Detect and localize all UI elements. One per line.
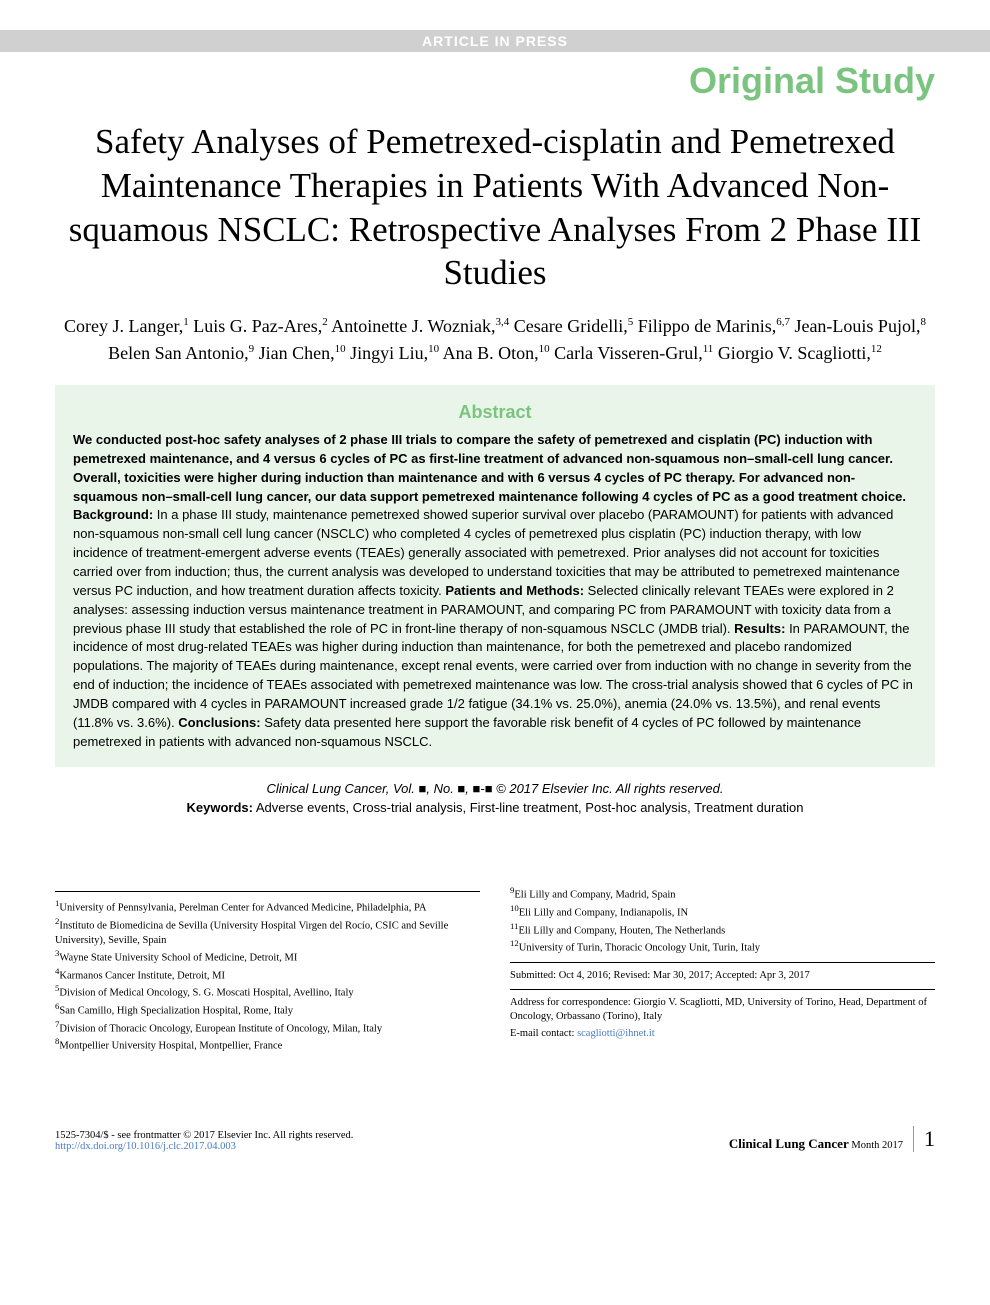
methods-label: Patients and Methods:	[445, 583, 584, 598]
page-footer: 1525-7304/$ - see frontmatter © 2017 Els…	[55, 1126, 935, 1152]
article-in-press-banner: ARTICLE IN PRESS	[0, 30, 990, 52]
page-number: 1	[913, 1126, 935, 1152]
affiliation: 11Eli Lilly and Company, Houten, The Net…	[510, 921, 935, 939]
abstract-heading: Abstract	[73, 399, 917, 425]
affiliation: 6San Camillo, High Specialization Hospit…	[55, 1001, 480, 1019]
affiliation: 3Wayne State University School of Medici…	[55, 948, 480, 966]
author: Cesare Gridelli,5	[514, 316, 633, 336]
results-label: Results:	[734, 621, 785, 636]
affiliation: 8Montpellier University Hospital, Montpe…	[55, 1036, 480, 1054]
affiliations-left-column: 1University of Pennsylvania, Perelman Ce…	[55, 885, 480, 1056]
author: Jean-Louis Pujol,8	[794, 316, 926, 336]
affiliation: 12University of Turin, Thoracic Oncology…	[510, 938, 935, 956]
submission-dates: Submitted: Oct 4, 2016; Revised: Mar 30,…	[510, 969, 935, 983]
author: Luis G. Paz-Ares,2	[193, 316, 327, 336]
author: Filippo de Marinis,6,7	[638, 316, 790, 336]
footer-journal-name: Clinical Lung Cancer	[729, 1136, 849, 1151]
author: Ana B. Oton,10	[443, 343, 550, 363]
email-line: E-mail contact: scagliotti@ihnet.it	[510, 1027, 935, 1041]
author: Antoinette J. Wozniak,3,4	[331, 316, 509, 336]
email-label: E-mail contact:	[510, 1028, 577, 1039]
abstract-box: Abstract We conducted post-hoc safety an…	[55, 385, 935, 767]
footer-left: 1525-7304/$ - see frontmatter © 2017 Els…	[55, 1130, 353, 1152]
author-list: Corey J. Langer,1 Luis G. Paz-Ares,2 Ant…	[55, 313, 935, 367]
study-type-label: Original Study	[55, 60, 935, 102]
footer-issue: Month 2017	[851, 1140, 903, 1151]
affiliations-right-column: 9Eli Lilly and Company, Madrid, Spain10E…	[510, 885, 935, 1056]
background-label: Background:	[73, 507, 153, 522]
affiliation: 4Karmanos Cancer Institute, Detroit, MI	[55, 966, 480, 984]
doi-link[interactable]: http://dx.doi.org/10.1016/j.clc.2017.04.…	[55, 1141, 236, 1152]
keywords-line: Keywords: Adverse events, Cross-trial an…	[55, 800, 935, 815]
journal-name-cite: Clinical Lung Cancer,	[267, 781, 390, 796]
author: Giorgio V. Scagliotti,12	[718, 343, 882, 363]
abstract-lead: We conducted post-hoc safety analyses of…	[73, 432, 906, 504]
article-title: Safety Analyses of Pemetrexed-cisplatin …	[55, 120, 935, 295]
affiliation: 5Division of Medical Oncology, S. G. Mos…	[55, 983, 480, 1001]
citation-line: Clinical Lung Cancer, Vol. ■, No. ■, ■-■…	[55, 781, 935, 796]
conclusions-label: Conclusions:	[178, 715, 260, 730]
affiliation: 2Instituto de Biomedicina de Sevilla (Un…	[55, 916, 480, 948]
author: Carla Visseren-Grul,11	[554, 343, 713, 363]
citation-vol: Vol. ■, No. ■, ■-■ © 2017 Elsevier Inc. …	[389, 781, 723, 796]
affiliation: 9Eli Lilly and Company, Madrid, Spain	[510, 885, 935, 903]
affiliation: 10Eli Lilly and Company, Indianapolis, I…	[510, 903, 935, 921]
affiliation: 7Division of Thoracic Oncology, European…	[55, 1019, 480, 1037]
affiliations-block: 1University of Pennsylvania, Perelman Ce…	[55, 885, 935, 1056]
author: Belen San Antonio,9	[108, 343, 254, 363]
correspondence-email-link[interactable]: scagliotti@ihnet.it	[577, 1028, 655, 1039]
results-text: In PARAMOUNT, the incidence of most drug…	[73, 621, 913, 730]
author: Jian Chen,10	[259, 343, 346, 363]
author: Jingyi Liu,10	[350, 343, 439, 363]
copyright-line: 1525-7304/$ - see frontmatter © 2017 Els…	[55, 1130, 353, 1141]
author: Corey J. Langer,1	[64, 316, 189, 336]
keywords-text: Adverse events, Cross-trial analysis, Fi…	[253, 800, 804, 815]
keywords-label: Keywords:	[186, 800, 252, 815]
affiliation: 1University of Pennsylvania, Perelman Ce…	[55, 898, 480, 916]
correspondence-address: Address for correspondence: Giorgio V. S…	[510, 996, 935, 1024]
footer-right: Clinical Lung Cancer Month 2017 1	[729, 1126, 935, 1152]
